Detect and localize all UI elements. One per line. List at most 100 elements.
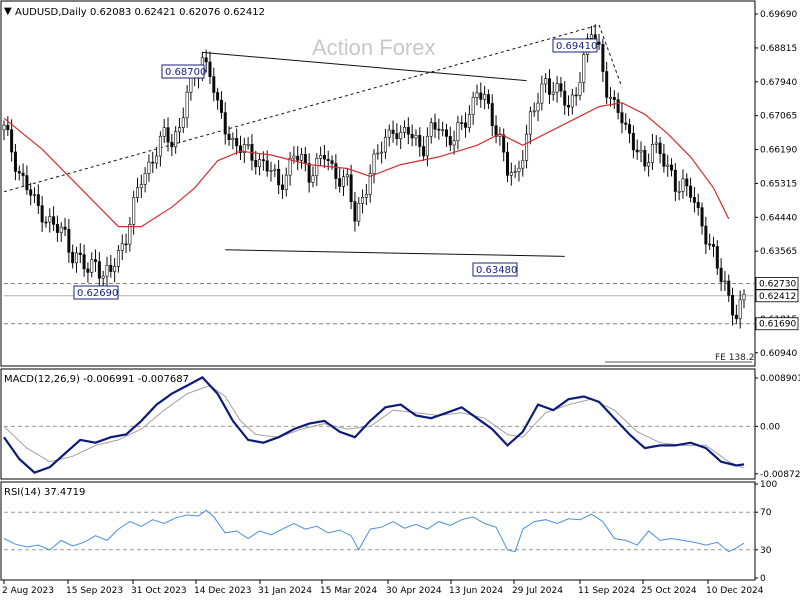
candle-body: [326, 158, 330, 162]
rsi-title: RSI(14) 37.4719: [4, 487, 85, 498]
time-tick-label: 10 Dec 2024: [706, 586, 764, 596]
candle-body: [528, 111, 532, 135]
candle-body: [692, 197, 696, 203]
macd-axis: 0.008901 0.00 -0.008729: [755, 374, 800, 480]
candle-body: [136, 187, 140, 198]
candle-body: [425, 135, 429, 157]
candle-body: [48, 216, 52, 223]
candle-body: [292, 155, 296, 159]
candle-body: [21, 172, 25, 176]
candle-body: [544, 78, 548, 85]
candle-body: [139, 184, 143, 189]
collapse-arrow-icon[interactable]: ▼: [4, 6, 12, 17]
candle-body: [277, 168, 281, 186]
candle-body: [345, 174, 349, 178]
candle-body: [162, 127, 166, 137]
candle-body: [216, 92, 220, 101]
level-label: 0.62412: [759, 292, 796, 302]
candle-body: [719, 267, 723, 283]
candle-body: [689, 185, 693, 198]
candle-body: [742, 293, 746, 301]
candle-body: [467, 114, 471, 128]
price-label-box: [472, 262, 518, 277]
fe-annotation: FE 138.2: [715, 353, 755, 363]
candle-body: [246, 144, 250, 146]
time-tick-label: 29 Jul 2024: [512, 586, 563, 596]
candle-body: [475, 92, 479, 98]
candle-body: [681, 178, 685, 192]
candle-body: [448, 136, 452, 146]
candle-body: [738, 299, 742, 319]
candle-body: [55, 224, 59, 233]
trendline: [3, 24, 600, 193]
price-tick-label: 0.60940: [760, 349, 797, 359]
price-tick-label: 0.64440: [760, 213, 797, 223]
candle-body: [338, 178, 342, 187]
candle-body: [471, 97, 475, 115]
candle-body: [624, 122, 628, 125]
candle-body: [223, 112, 227, 135]
rsi-tick-label: 70: [760, 508, 772, 518]
candle-body: [410, 133, 414, 139]
candle-body: [376, 152, 380, 155]
candle-body: [685, 178, 689, 187]
time-tick-label: 30 Apr 2024: [386, 586, 442, 596]
candle-body: [334, 163, 338, 179]
time-tick-label: 31 Oct 2023: [131, 586, 187, 596]
candle-body: [494, 125, 498, 137]
candle-body: [517, 167, 521, 172]
candle-body: [559, 83, 563, 92]
candle-body: [662, 153, 666, 167]
candle-body: [315, 158, 319, 177]
ohlc-readout: 0.62083 0.62421 0.62076 0.62412: [90, 7, 265, 18]
candle-body: [399, 132, 403, 140]
candle-body: [273, 168, 277, 171]
candle-body: [219, 99, 223, 113]
candle-body: [71, 252, 75, 264]
candle-body: [82, 254, 86, 270]
candle-body: [444, 129, 448, 137]
candle-body: [227, 133, 231, 141]
candle-body: [666, 164, 670, 167]
candle-body: [391, 129, 395, 134]
candle-body: [97, 261, 101, 279]
macd-line: [3, 376, 745, 474]
candle-body: [673, 169, 677, 192]
candle-body: [52, 216, 56, 225]
candle-body: [711, 244, 715, 247]
candle-body: [185, 91, 189, 119]
candle-body: [456, 122, 460, 142]
candle-body: [238, 145, 242, 153]
candle-body: [151, 161, 155, 164]
candle-body: [429, 122, 433, 137]
candle-body: [383, 136, 387, 153]
candle-body: [280, 184, 284, 190]
price-tick-label: 0.67065: [760, 112, 797, 122]
candle-body: [582, 54, 586, 83]
time-tick-label: 25 Oct 2024: [641, 586, 697, 596]
candle-body: [536, 102, 540, 112]
price-tick-label: 0.63565: [760, 247, 797, 257]
candle-body: [437, 128, 441, 131]
candle-body: [44, 221, 48, 224]
price-tick-label: 0.69690: [760, 10, 797, 20]
candle-body: [639, 150, 643, 153]
candle-body: [166, 127, 170, 143]
price-tick-label: 0.67940: [760, 78, 797, 88]
candle-body: [208, 61, 212, 77]
candle-body: [361, 196, 365, 204]
price-tick-label: 0.68815: [760, 44, 797, 54]
rsi-axis: 100 70 30 0: [755, 480, 777, 584]
candle-body: [540, 83, 544, 104]
candle-body: [231, 138, 235, 141]
candle-body: [727, 280, 731, 296]
candle-body: [33, 194, 37, 196]
candle-body: [330, 160, 334, 164]
candle-body: [452, 140, 456, 146]
time-tick-label: 31 Jan 2024: [258, 586, 312, 596]
candle-body: [498, 134, 502, 137]
candle-body: [94, 259, 98, 262]
candle-body: [158, 135, 162, 157]
candle-body: [723, 280, 727, 283]
